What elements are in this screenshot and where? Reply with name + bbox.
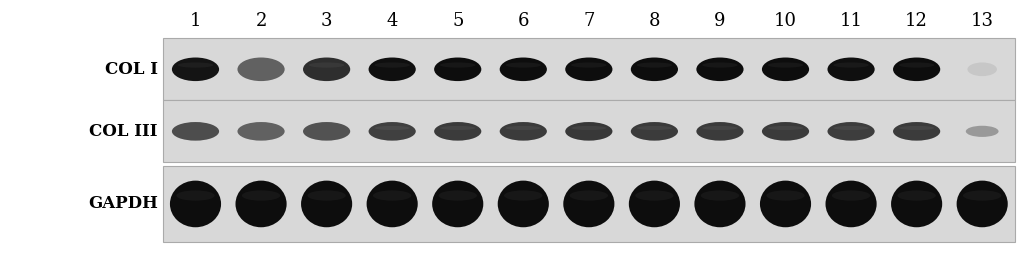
Ellipse shape [768,63,803,68]
Text: 13: 13 [970,12,994,30]
Ellipse shape [899,63,935,68]
Text: 11: 11 [840,12,862,30]
Ellipse shape [828,58,875,81]
Ellipse shape [237,122,285,141]
Ellipse shape [833,63,869,68]
Ellipse shape [303,58,350,81]
Text: 5: 5 [452,12,464,30]
Ellipse shape [504,190,542,201]
Ellipse shape [762,122,810,141]
Text: 10: 10 [774,12,797,30]
Ellipse shape [440,126,475,130]
Ellipse shape [966,126,999,137]
Ellipse shape [897,190,936,201]
Ellipse shape [172,58,219,81]
Text: 2: 2 [255,12,266,30]
Ellipse shape [767,190,804,201]
Ellipse shape [631,58,678,81]
Ellipse shape [236,181,287,227]
Ellipse shape [697,58,743,81]
Ellipse shape [373,190,411,201]
Ellipse shape [899,126,935,130]
Ellipse shape [499,58,547,81]
Text: 4: 4 [386,12,398,30]
Ellipse shape [368,122,416,141]
Text: 1: 1 [190,12,201,30]
Ellipse shape [563,181,614,227]
Ellipse shape [697,122,743,141]
FancyBboxPatch shape [163,166,1015,242]
Ellipse shape [695,181,745,227]
Ellipse shape [176,190,215,201]
Ellipse shape [828,122,875,141]
Ellipse shape [629,181,680,227]
Ellipse shape [434,122,481,141]
Text: COL I: COL I [105,61,158,78]
Ellipse shape [631,122,678,141]
Ellipse shape [242,190,281,201]
Ellipse shape [967,63,997,76]
Ellipse shape [570,190,608,201]
Ellipse shape [301,181,352,227]
Ellipse shape [374,126,410,130]
Ellipse shape [893,58,941,81]
Ellipse shape [172,122,219,141]
Ellipse shape [760,181,812,227]
Ellipse shape [505,126,541,130]
Ellipse shape [565,122,612,141]
Ellipse shape [170,181,221,227]
Ellipse shape [178,63,214,68]
Ellipse shape [636,190,673,201]
Ellipse shape [572,126,606,130]
Text: GAPDH: GAPDH [87,195,158,212]
Ellipse shape [893,122,941,141]
Ellipse shape [497,181,549,227]
Ellipse shape [432,181,483,227]
Ellipse shape [434,58,481,81]
Ellipse shape [505,63,541,68]
Ellipse shape [762,58,810,81]
Text: 9: 9 [714,12,726,30]
Ellipse shape [438,190,477,201]
Ellipse shape [440,63,475,68]
FancyBboxPatch shape [163,38,1015,100]
Ellipse shape [703,63,737,68]
Ellipse shape [309,63,345,68]
Ellipse shape [307,190,346,201]
Ellipse shape [833,126,869,130]
Ellipse shape [637,126,672,130]
Text: 3: 3 [320,12,333,30]
Ellipse shape [237,58,285,81]
Ellipse shape [701,190,739,201]
Text: COL III: COL III [89,123,158,140]
Ellipse shape [374,63,410,68]
Text: 12: 12 [905,12,929,30]
Ellipse shape [768,126,803,130]
Ellipse shape [303,122,350,141]
Ellipse shape [565,58,612,81]
Ellipse shape [957,181,1008,227]
Ellipse shape [368,58,416,81]
Ellipse shape [366,181,418,227]
Text: 6: 6 [518,12,529,30]
Ellipse shape [703,126,737,130]
Ellipse shape [637,63,672,68]
FancyBboxPatch shape [163,100,1015,162]
Ellipse shape [891,181,942,227]
Text: 8: 8 [649,12,660,30]
Ellipse shape [572,63,606,68]
Ellipse shape [832,190,871,201]
Text: 7: 7 [583,12,595,30]
Ellipse shape [963,190,1002,201]
Ellipse shape [826,181,877,227]
Ellipse shape [499,122,547,141]
